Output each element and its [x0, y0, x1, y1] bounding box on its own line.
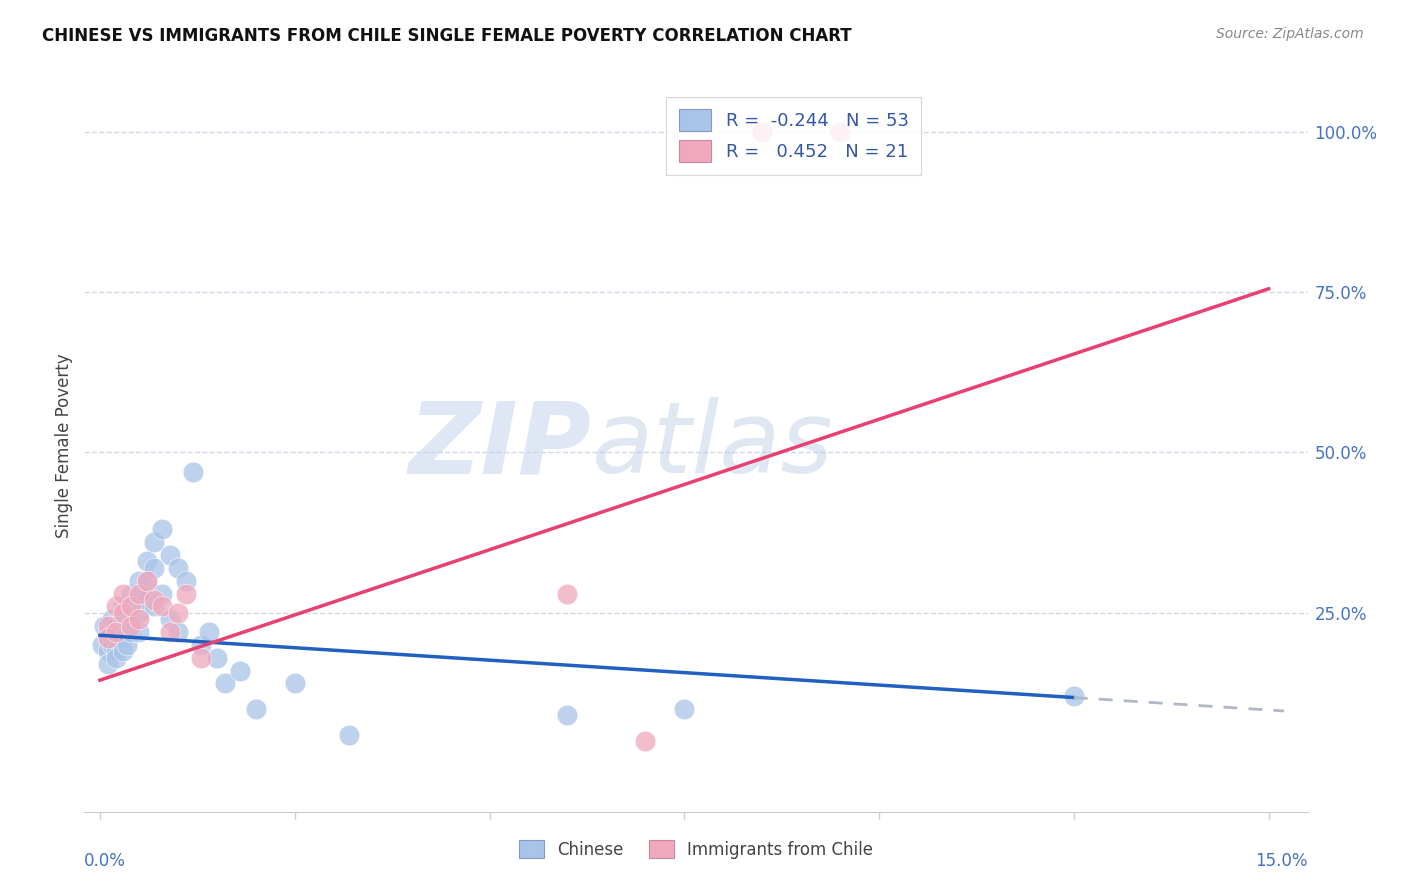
Text: atlas: atlas [592, 398, 834, 494]
Point [128, 625, 150, 640]
Point [135, 554, 157, 568]
Point [104, 632, 127, 646]
Point [115, 638, 138, 652]
Point [1063, 690, 1085, 704]
Y-axis label: Single Female Poverty: Single Female Poverty [55, 354, 73, 538]
Point [174, 574, 197, 588]
Point [143, 535, 166, 549]
Point [150, 599, 173, 614]
Point [214, 676, 236, 690]
Point [190, 638, 212, 652]
Point [120, 599, 142, 614]
Point [135, 574, 157, 588]
Point [751, 125, 773, 139]
Point [112, 606, 135, 620]
Legend: Chinese, Immigrants from Chile: Chinese, Immigrants from Chile [512, 833, 880, 865]
Point [128, 606, 150, 620]
Point [120, 618, 142, 632]
Point [284, 676, 307, 690]
Point [198, 625, 221, 640]
Point [830, 125, 852, 139]
Point [93, 618, 115, 632]
Point [97, 632, 120, 646]
Point [128, 586, 150, 600]
Point [150, 523, 173, 537]
Point [104, 625, 127, 640]
Point [97, 618, 120, 632]
Point [557, 586, 579, 600]
Text: 0.0%: 0.0% [84, 852, 127, 870]
Point [205, 650, 228, 665]
Point [112, 625, 135, 640]
Point [108, 625, 131, 640]
Point [112, 599, 135, 614]
Point [557, 708, 579, 723]
Point [143, 599, 166, 614]
Point [104, 618, 127, 632]
Point [120, 612, 142, 626]
Point [634, 734, 657, 748]
Point [128, 586, 150, 600]
Point [166, 606, 188, 620]
Point [143, 593, 166, 607]
Point [143, 561, 166, 575]
Point [673, 702, 696, 716]
Point [112, 644, 135, 658]
Point [183, 465, 205, 479]
Point [150, 586, 173, 600]
Point [120, 586, 142, 600]
Point [229, 664, 252, 678]
Point [104, 650, 127, 665]
Point [166, 561, 188, 575]
Point [174, 586, 197, 600]
Point [97, 625, 120, 640]
Text: 15.0%: 15.0% [1256, 852, 1308, 870]
Point [159, 612, 181, 626]
Point [100, 612, 122, 626]
Point [159, 548, 181, 562]
Point [120, 599, 142, 614]
Text: Source: ZipAtlas.com: Source: ZipAtlas.com [1216, 27, 1364, 41]
Point [128, 574, 150, 588]
Text: ZIP: ZIP [409, 398, 592, 494]
Point [128, 612, 150, 626]
Point [97, 644, 120, 658]
Point [120, 625, 142, 640]
Point [97, 632, 120, 646]
Point [135, 593, 157, 607]
Point [159, 625, 181, 640]
Text: CHINESE VS IMMIGRANTS FROM CHILE SINGLE FEMALE POVERTY CORRELATION CHART: CHINESE VS IMMIGRANTS FROM CHILE SINGLE … [42, 27, 852, 45]
Point [112, 632, 135, 646]
Point [166, 625, 188, 640]
Point [91, 638, 114, 652]
Point [112, 612, 135, 626]
Point [337, 728, 360, 742]
Point [104, 599, 127, 614]
Point [245, 702, 267, 716]
Point [112, 586, 135, 600]
Point [104, 625, 127, 640]
Point [104, 644, 127, 658]
Point [100, 638, 122, 652]
Point [135, 574, 157, 588]
Point [97, 657, 120, 672]
Point [190, 650, 212, 665]
